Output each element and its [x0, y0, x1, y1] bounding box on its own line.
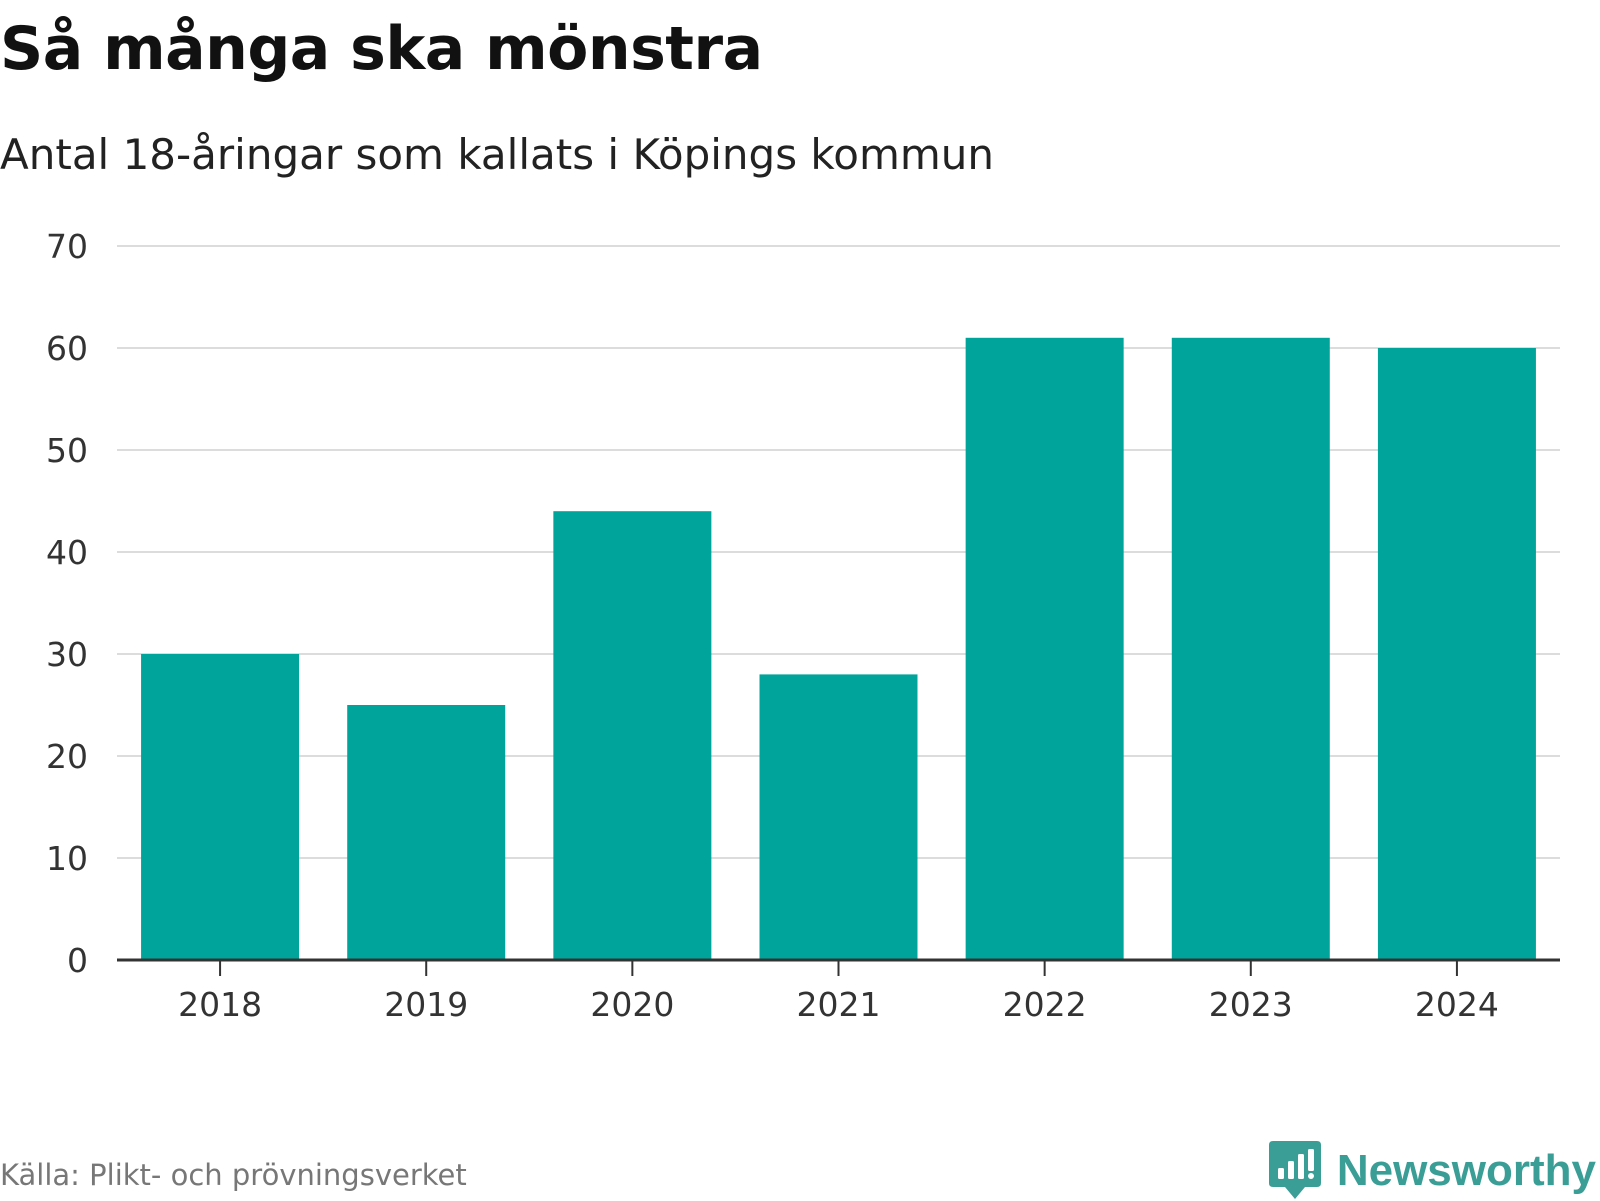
- chart-title: Så många ska mönstra: [0, 14, 763, 84]
- x-axis: [117, 958, 1560, 976]
- bar-2021: [759, 674, 918, 960]
- y-tick-label-30: 30: [46, 635, 88, 674]
- bar-2023: [1171, 337, 1330, 960]
- x-tick-label-2022: 2022: [1003, 985, 1087, 1024]
- source-note: Källa: Plikt- och prövningsverket: [0, 1158, 467, 1192]
- y-tick-label-10: 10: [46, 839, 88, 878]
- x-tick-label-2018: 2018: [178, 985, 262, 1024]
- x-tick-label-2024: 2024: [1415, 985, 1499, 1024]
- chart-subtitle: Antal 18-åringar som kallats i Köpings k…: [0, 130, 995, 179]
- bar-2018: [141, 654, 300, 960]
- bar-2019: [347, 705, 506, 960]
- newsworthy-logo-icon: [1268, 1141, 1321, 1199]
- y-tick-label-40: 40: [46, 533, 88, 572]
- brand-logo: Newsworthy: [1268, 1141, 1596, 1201]
- y-axis-ticks: 0 10 20 30 40 50 60 70: [46, 227, 88, 980]
- y-tick-label-0: 0: [67, 941, 88, 980]
- x-tick-label-2021: 2021: [797, 985, 881, 1024]
- bar-2024: [1377, 348, 1536, 960]
- x-tick-label-2020: 2020: [590, 985, 674, 1024]
- y-tick-label-60: 60: [46, 329, 88, 368]
- x-axis-ticks: 2018 2019 2020 2021 2022 2023 2024: [178, 985, 1499, 1024]
- bars: [141, 337, 1536, 960]
- y-tick-label-70: 70: [46, 227, 88, 266]
- x-tick-label-2023: 2023: [1209, 985, 1293, 1024]
- x-tick-label-2019: 2019: [384, 985, 468, 1024]
- bar-2020: [553, 511, 712, 960]
- brand-name: Newsworthy: [1336, 1146, 1596, 1195]
- y-tick-label-20: 20: [46, 737, 88, 776]
- y-tick-label-50: 50: [46, 431, 88, 470]
- bar-2022: [965, 337, 1124, 960]
